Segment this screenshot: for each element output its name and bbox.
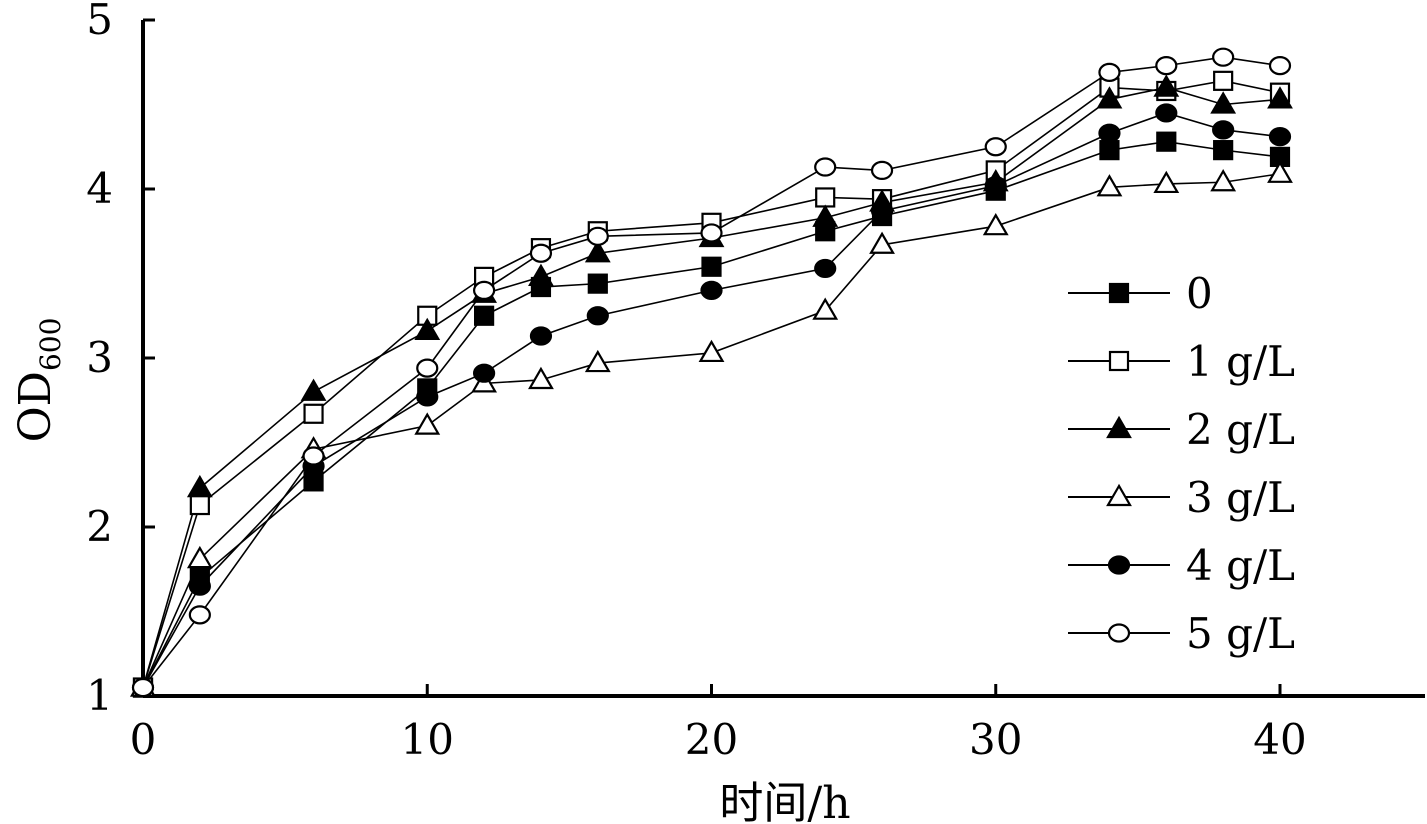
series-5-point-10 — [984, 137, 1007, 157]
x-tick-label-0: 0 — [130, 715, 157, 764]
series-4-point-8 — [814, 258, 837, 279]
series-5-point-1 — [188, 605, 211, 625]
legend-marker-5 — [1107, 623, 1131, 643]
series-1-point-2 — [303, 403, 324, 424]
series-2-point-3 — [414, 317, 441, 341]
series-1-point-8 — [815, 187, 836, 208]
series-0-point-12 — [1156, 131, 1177, 152]
series-3-point-8 — [812, 297, 839, 320]
series-4-point-3 — [416, 387, 439, 407]
y-axis-title-subscript: 600 — [34, 318, 67, 371]
series-3-point-5 — [528, 366, 554, 390]
series-3-point-10 — [982, 212, 1009, 236]
series-2-point-5 — [528, 263, 554, 286]
x-tick-label-20: 20 — [685, 715, 738, 764]
series-5-point-3 — [416, 358, 439, 378]
series-5-point-12 — [1155, 56, 1178, 76]
series-1-point-13 — [1213, 70, 1234, 91]
series-3-point-9 — [869, 231, 895, 254]
series-3-point-6 — [584, 349, 611, 373]
legend: 0 1 g/L 2 g/L 3 g/L 4 g/L 5 g/L — [1068, 269, 1295, 658]
legend-label-0: 0 — [1186, 269, 1213, 318]
series-0-point-4 — [474, 305, 495, 326]
x-axis-title: 时间/h — [719, 778, 850, 824]
series-5-point-14 — [1268, 56, 1292, 76]
legend-label-5: 5 g/L — [1186, 609, 1295, 658]
series-3-point-14 — [1267, 160, 1293, 183]
legend-marker-2 — [1106, 415, 1132, 439]
series-5-point-11 — [1098, 62, 1121, 82]
series-1-point-1 — [189, 494, 210, 516]
series-4-point-11 — [1098, 123, 1121, 143]
legend-marker-0 — [1108, 282, 1130, 304]
y-axis-title-main: OD — [10, 371, 61, 442]
series-2-point-11 — [1096, 86, 1123, 109]
series-3-point-3 — [414, 412, 441, 435]
series-0-point-11 — [1099, 140, 1120, 161]
legend-label-1: 1 g/L — [1186, 337, 1295, 386]
series-5-point-2 — [302, 446, 325, 466]
series-3-point-7 — [698, 339, 725, 363]
series-5-point-4 — [473, 280, 496, 300]
x-tick-label-40: 40 — [1253, 715, 1306, 764]
legend-label-2: 2 g/L — [1186, 405, 1295, 454]
legend-label-3: 3 g/L — [1186, 473, 1295, 522]
series-3-point-13 — [1210, 169, 1237, 192]
legend-marker-1 — [1108, 350, 1130, 372]
series-2-point-14 — [1267, 86, 1293, 109]
series-4-point-7 — [700, 280, 723, 300]
series-2-point-6 — [584, 240, 611, 263]
legend-marker-4 — [1107, 555, 1131, 575]
y-tick-label-5: 5 — [86, 0, 113, 44]
series-5-point-9 — [870, 160, 894, 181]
series-5-point-6 — [586, 226, 609, 246]
series-3-point-1 — [186, 545, 213, 569]
series-4-point-12 — [1155, 103, 1178, 123]
legend-label-4: 4 g/L — [1186, 541, 1295, 590]
series-4-point-4 — [473, 363, 496, 383]
series-5-point-7 — [700, 223, 723, 243]
series-4-point-1 — [188, 576, 211, 596]
series-3-point-12 — [1153, 170, 1180, 194]
series-0-point-13 — [1213, 140, 1234, 161]
series-4-point-5 — [529, 326, 553, 346]
series-line-3 — [142, 172, 1281, 688]
series-2-point-2 — [300, 378, 327, 401]
y-axis-title: OD600 — [10, 318, 67, 443]
series-0-point-7 — [701, 256, 722, 277]
y-tick-label-3: 3 — [86, 333, 113, 382]
axis-ticks: 0 10 20 30 40 1 2 3 4 5 — [86, 0, 1306, 764]
series-5-point-8 — [814, 157, 837, 177]
y-tick-label-4: 4 — [86, 164, 113, 213]
series-2-point-13 — [1210, 91, 1237, 114]
series-4-point-13 — [1212, 120, 1235, 140]
series-5-point-5 — [529, 243, 553, 263]
y-tick-label-1: 1 — [86, 671, 113, 720]
series-4-point-10 — [984, 176, 1007, 196]
series-0-point-6 — [587, 273, 608, 294]
series-2-point-12 — [1153, 74, 1180, 97]
y-tick-label-2: 2 — [86, 502, 113, 551]
x-tick-label-10: 10 — [401, 715, 454, 764]
series-5-point-13 — [1212, 47, 1235, 67]
series-2-point-8 — [812, 204, 839, 227]
series-2-point-1 — [186, 474, 213, 498]
series-4-point-9 — [870, 201, 894, 221]
x-tick-label-30: 30 — [969, 715, 1022, 764]
series-4-point-14 — [1268, 127, 1292, 147]
series-markers — [130, 47, 1293, 698]
legend-marker-3 — [1106, 483, 1132, 507]
series-3-point-11 — [1096, 174, 1123, 197]
series-4-point-6 — [586, 306, 609, 326]
series-5-point-0 — [131, 677, 155, 698]
